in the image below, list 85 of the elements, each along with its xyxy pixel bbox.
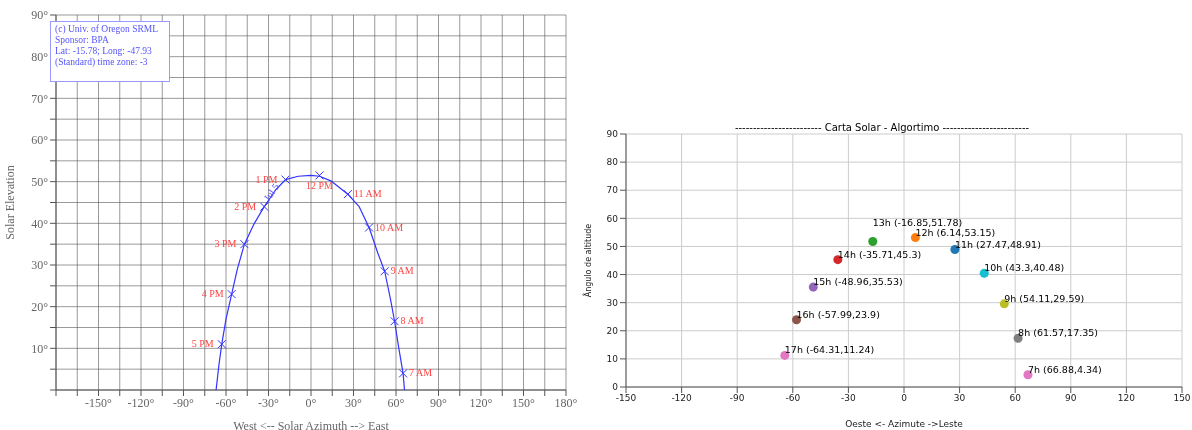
annotation: 7 AM bbox=[409, 367, 433, 379]
y-tick-label: 60° bbox=[31, 133, 49, 148]
x-tick-label: -120° bbox=[127, 395, 155, 410]
annotation: 4 PM bbox=[201, 288, 224, 300]
y-axis-title: Ângulo de altitude bbox=[581, 223, 593, 298]
y-tick-label: 90° bbox=[31, 8, 49, 23]
annotation: 1 PM bbox=[255, 173, 278, 185]
y-axis-title: Solar Elevation bbox=[3, 165, 18, 240]
annotation: 8 AM bbox=[400, 315, 424, 327]
x-tick-label: -60° bbox=[215, 395, 237, 410]
data-label: 9h (54.11,29.59) bbox=[1004, 292, 1085, 304]
annotation: Lat: -15.78; Long: -47.93 bbox=[55, 46, 153, 57]
y-tick-label: 60 bbox=[606, 213, 619, 224]
y-tick-label: 70 bbox=[606, 185, 619, 196]
point bbox=[398, 368, 408, 378]
data-label: 7h (66.88,4.34) bbox=[1027, 363, 1102, 375]
annotation: (Standard) time zone: -3 bbox=[55, 57, 149, 68]
x-tick-label: 150° bbox=[512, 395, 536, 410]
x-tick-label: 0 bbox=[901, 393, 908, 404]
data-label: 8h (61.57,17.35) bbox=[1018, 327, 1099, 339]
point bbox=[868, 236, 878, 246]
point bbox=[281, 175, 290, 185]
x-tick-label: 0° bbox=[305, 395, 317, 410]
point bbox=[380, 266, 390, 276]
x-tick-label: 60 bbox=[1009, 393, 1022, 404]
y-tick-label: 50° bbox=[31, 174, 49, 189]
x-tick-label: 150 bbox=[1173, 393, 1191, 404]
annotation: Sponsor: BPA bbox=[55, 35, 110, 46]
y-tick-label: 50 bbox=[606, 241, 619, 252]
x-tick-label: 120 bbox=[1117, 393, 1136, 404]
x-tick-label: 60° bbox=[387, 395, 405, 410]
chart-title: ------------------------ Carta Solar - Algortimo ------------------------ bbox=[734, 122, 1030, 133]
x-tick-label: -90° bbox=[173, 395, 195, 410]
annotation: (c) Univ. of Oregon SRML bbox=[55, 24, 160, 35]
x-tick-label: -150° bbox=[85, 395, 113, 410]
point bbox=[227, 289, 237, 299]
y-tick-label: 20° bbox=[31, 299, 49, 314]
point bbox=[364, 223, 374, 232]
point bbox=[315, 170, 324, 180]
annotation: 11 AM bbox=[353, 188, 382, 200]
y-tick-label: 10° bbox=[31, 341, 49, 356]
y-tick-label: 30 bbox=[606, 297, 619, 308]
annotation: 9 AM bbox=[390, 265, 414, 277]
data-label: 11h (27.47,48.91) bbox=[954, 238, 1041, 250]
data-label: 13h (-16.85,51.78) bbox=[872, 216, 963, 228]
x-tick-label: 30 bbox=[953, 393, 966, 404]
x-tick-label: -30° bbox=[258, 395, 280, 410]
data-label: 17h (-64.31,11.24) bbox=[784, 344, 875, 356]
x-tick-label: 120° bbox=[469, 395, 493, 410]
data-label: 14h (-35.71,45.3) bbox=[837, 248, 922, 260]
y-tick-label: 40° bbox=[31, 216, 49, 231]
point bbox=[343, 189, 353, 199]
x-axis-title: Oeste <- Azimute ->Leste bbox=[845, 419, 964, 429]
x-tick-label: -30 bbox=[841, 393, 857, 404]
y-tick-label: 90 bbox=[606, 129, 619, 140]
x-tick-label: 90 bbox=[1065, 393, 1077, 404]
annotation: 3 PM bbox=[214, 238, 237, 250]
y-tick-label: 70° bbox=[31, 91, 49, 106]
annotation: 2 PM bbox=[234, 200, 257, 212]
x-tick-label: -60 bbox=[785, 393, 801, 404]
y-tick-label: 30° bbox=[31, 258, 49, 273]
data-label: 12h (6.14,53.15) bbox=[915, 226, 996, 238]
y-tick-label: 80 bbox=[606, 157, 619, 168]
y-tick-label: 20 bbox=[606, 325, 619, 336]
y-tick-label: 10 bbox=[606, 354, 619, 365]
data-label: 16h (-57.99,23.9) bbox=[796, 308, 880, 320]
data-label: 15h (-48.96,35.53) bbox=[813, 276, 903, 288]
data-label: 10h (43.3,40.48) bbox=[984, 262, 1065, 274]
x-tick-label: 90° bbox=[430, 395, 448, 410]
annotation: 5 PM bbox=[191, 338, 214, 350]
point bbox=[217, 339, 227, 349]
x-axis-title: West <-- Solar Azimuth --> East bbox=[233, 419, 390, 430]
y-tick-label: 0 bbox=[612, 382, 619, 393]
point bbox=[239, 239, 249, 249]
point bbox=[259, 202, 269, 212]
point bbox=[390, 316, 400, 326]
y-tick-label: 80° bbox=[31, 49, 49, 64]
x-tick-label: -120 bbox=[671, 393, 693, 404]
x-tick-label: -90 bbox=[729, 393, 745, 404]
y-tick-label: 40 bbox=[606, 269, 619, 280]
x-tick-label: 180° bbox=[554, 395, 578, 410]
x-tick-label: -150 bbox=[615, 393, 637, 404]
annotation: 12 PM bbox=[306, 180, 334, 192]
annotation: 10 AM bbox=[375, 221, 404, 233]
x-tick-label: 30° bbox=[345, 395, 363, 410]
